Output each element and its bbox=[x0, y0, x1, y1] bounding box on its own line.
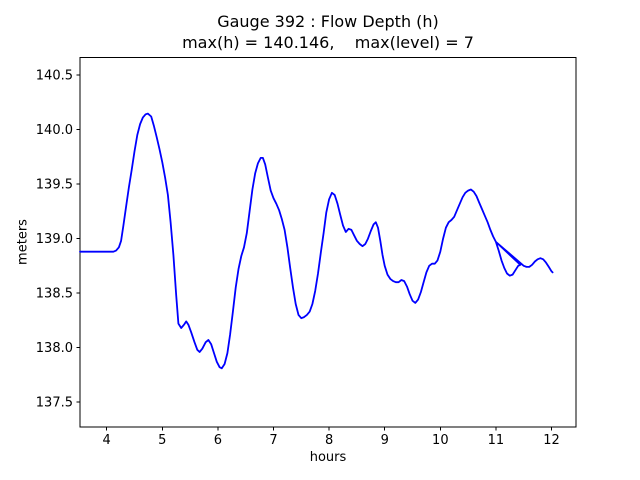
y-tick-label: 138.5 bbox=[36, 287, 73, 302]
flow-depth-line bbox=[79, 112, 554, 370]
plot-frame bbox=[79, 57, 577, 428]
y-tick-label: 140.5 bbox=[36, 69, 73, 84]
x-tick-label: 6 bbox=[214, 433, 222, 448]
x-tick-label: 11 bbox=[488, 433, 505, 448]
chart-title: Gauge 392 : Flow Depth (h) bbox=[217, 12, 439, 31]
y-tick-label: 139.5 bbox=[36, 178, 73, 193]
y-tick-label: 138.0 bbox=[36, 341, 73, 356]
x-tick-label: 4 bbox=[103, 433, 111, 448]
x-axis-label: hours bbox=[309, 450, 347, 465]
x-tick-label: 10 bbox=[432, 433, 449, 448]
x-tick-label: 5 bbox=[158, 433, 166, 448]
x-tick-label: 9 bbox=[381, 433, 389, 448]
x-tick-label: 7 bbox=[269, 433, 277, 448]
x-tick-label: 8 bbox=[325, 433, 333, 448]
y-tick-label: 137.5 bbox=[36, 396, 73, 411]
chart-subtitle: max(h) = 140.146, max(level) = 7 bbox=[182, 33, 474, 52]
y-tick-label: 140.0 bbox=[36, 123, 73, 138]
x-tick-label: 12 bbox=[543, 433, 560, 448]
y-tick-label: 139.0 bbox=[36, 232, 73, 247]
